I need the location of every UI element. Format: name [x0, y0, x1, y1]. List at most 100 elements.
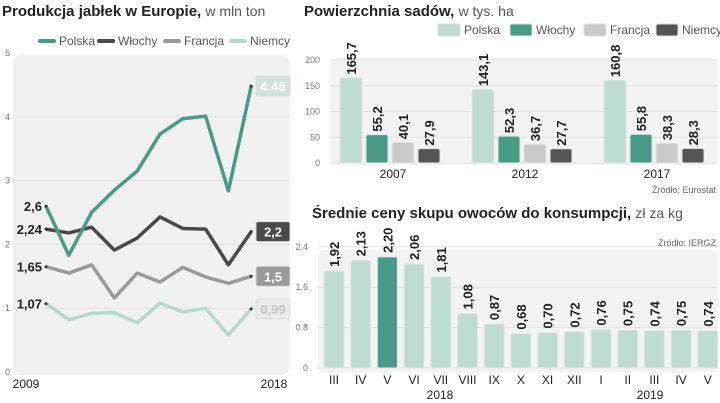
bar-y-tick: 50 [310, 132, 320, 142]
line-series-niemcy [44, 301, 253, 337]
bar-francja-2012 [523, 143, 547, 164]
price-value-label: 2,20 [380, 228, 395, 253]
price-bar-IV [350, 259, 372, 369]
price-value-label: 2,06 [407, 235, 422, 260]
bar-value-label: 38,3 [660, 115, 675, 140]
legend-label-polska: Polska [59, 34, 95, 48]
bar-value-label: 27,7 [554, 120, 569, 145]
price-value-label: 0,75 [621, 301, 636, 326]
price-bar-V [376, 256, 398, 369]
legend-label-niemcy: Niemcy [682, 23, 720, 37]
line-y-tick: 2 [5, 239, 10, 249]
price-value-label: 0,72 [567, 302, 582, 327]
line-y-tick: 3 [5, 176, 10, 186]
price-chart-title: Średnie ceny skupu owoców do konsumpcji,… [312, 204, 683, 222]
price-bar-X [510, 333, 532, 369]
legend-label-włochy: Włochy [536, 23, 575, 37]
bar-value-label: 27,9 [422, 120, 437, 145]
bar-y-tick: 100 [305, 107, 320, 117]
bar-francja-2007 [391, 141, 415, 164]
price-value-label: 1,08 [461, 284, 476, 309]
price-x-label: V [704, 373, 712, 387]
price-x-label: IV [355, 373, 366, 387]
line-chart-title: Produkcja jabłek w Europie, w mln ton [2, 3, 265, 20]
end-label-włochy: 2,2 [264, 225, 282, 240]
legend-label-niemcy: Niemcy [250, 34, 290, 48]
bar-chart-title: Powierzchnia sadów, w tys. ha [304, 3, 514, 20]
line-x-tick-end: 2018 [261, 377, 288, 391]
end-label-polska: 4,48 [260, 79, 285, 94]
legend-label-włochy: Włochy [118, 34, 157, 48]
bar-niemcy-2007 [417, 148, 441, 164]
legend-label-francja: Francja [184, 34, 224, 48]
line-series-polska [44, 85, 253, 257]
bar-francja-2017 [655, 142, 679, 164]
line-y-tick: 4 [5, 112, 10, 122]
end-badge-niemcy [255, 298, 291, 320]
end-badge-włochy [255, 221, 291, 243]
price-x-label: V [383, 373, 391, 387]
price-year-2019: 2019 [637, 388, 664, 402]
price-y-tick: 0 [303, 363, 308, 373]
point-francja [249, 274, 253, 278]
point-polska [44, 204, 48, 208]
bar-y-tick: 150 [305, 81, 320, 91]
price-x-label: I [599, 373, 602, 387]
price-value-label: 0,76 [594, 300, 609, 325]
price-x-label: XI [542, 373, 553, 387]
line-plot-area [13, 55, 290, 375]
line-series-francja [45, 263, 252, 300]
point-włochy [249, 230, 253, 234]
legend-swatch-polska [437, 23, 461, 37]
bar-y-tick: 0 [315, 158, 320, 168]
price-x-label: IV [675, 373, 686, 387]
end-badge-francja [255, 265, 291, 287]
start-label-włochy: 2,24 [17, 222, 43, 237]
legend-swatch-niemcy [655, 23, 679, 37]
bar-x-label-2012: 2012 [512, 167, 539, 181]
price-y-tick: 1.6 [295, 282, 308, 292]
point-włochy [44, 227, 48, 231]
price-value-label: 1,92 [327, 242, 342, 267]
bar-value-label: 55,2 [370, 106, 385, 131]
bar-value-label: 160,8 [608, 45, 623, 78]
price-value-label: 0,75 [674, 301, 689, 326]
price-bar-II [617, 329, 639, 369]
price-bar-III [643, 330, 665, 369]
price-x-label: XII [567, 373, 582, 387]
bar-polska-2012 [471, 88, 495, 164]
bar-polska-2017 [603, 79, 627, 164]
price-y-tick: 0.8 [295, 323, 308, 333]
price-bar-V [697, 330, 719, 369]
line-y-tick: 0 [5, 367, 10, 377]
price-value-label: 1,81 [434, 247, 449, 272]
price-year-2018: 2018 [427, 388, 454, 402]
price-x-label: X [517, 373, 525, 387]
bar-value-label: 52,3 [502, 108, 517, 133]
price-x-label: III [329, 373, 339, 387]
legend-swatch-francja [583, 23, 607, 37]
price-bar-XI [537, 332, 559, 369]
point-niemcy [249, 307, 253, 311]
bar-włochy-2007 [365, 134, 389, 164]
bar-value-label: 55,8 [634, 106, 649, 131]
price-x-label: IX [489, 373, 500, 387]
price-bar-VI [403, 263, 425, 369]
line-y-tick: 1 [5, 303, 10, 313]
price-value-label: 0,70 [541, 303, 556, 328]
price-bar-XII [563, 331, 585, 369]
bar-value-label: 165,7 [344, 42, 359, 75]
price-chart-source: Źródło: IERGZ [658, 238, 717, 248]
price-value-label: 0,68 [514, 304, 529, 329]
line-series-włochy [45, 215, 253, 267]
legend-label-polska: Polska [464, 23, 500, 37]
start-label-polska: 2,6 [24, 199, 42, 214]
price-bar-IV [670, 329, 692, 369]
line-y-tick: 5 [5, 48, 10, 58]
bar-niemcy-2012 [549, 148, 573, 164]
bar-włochy-2012 [497, 135, 521, 164]
price-x-label: VIII [458, 373, 476, 387]
price-bar-VII [430, 276, 452, 369]
line-x-tick-start: 2009 [13, 377, 40, 391]
